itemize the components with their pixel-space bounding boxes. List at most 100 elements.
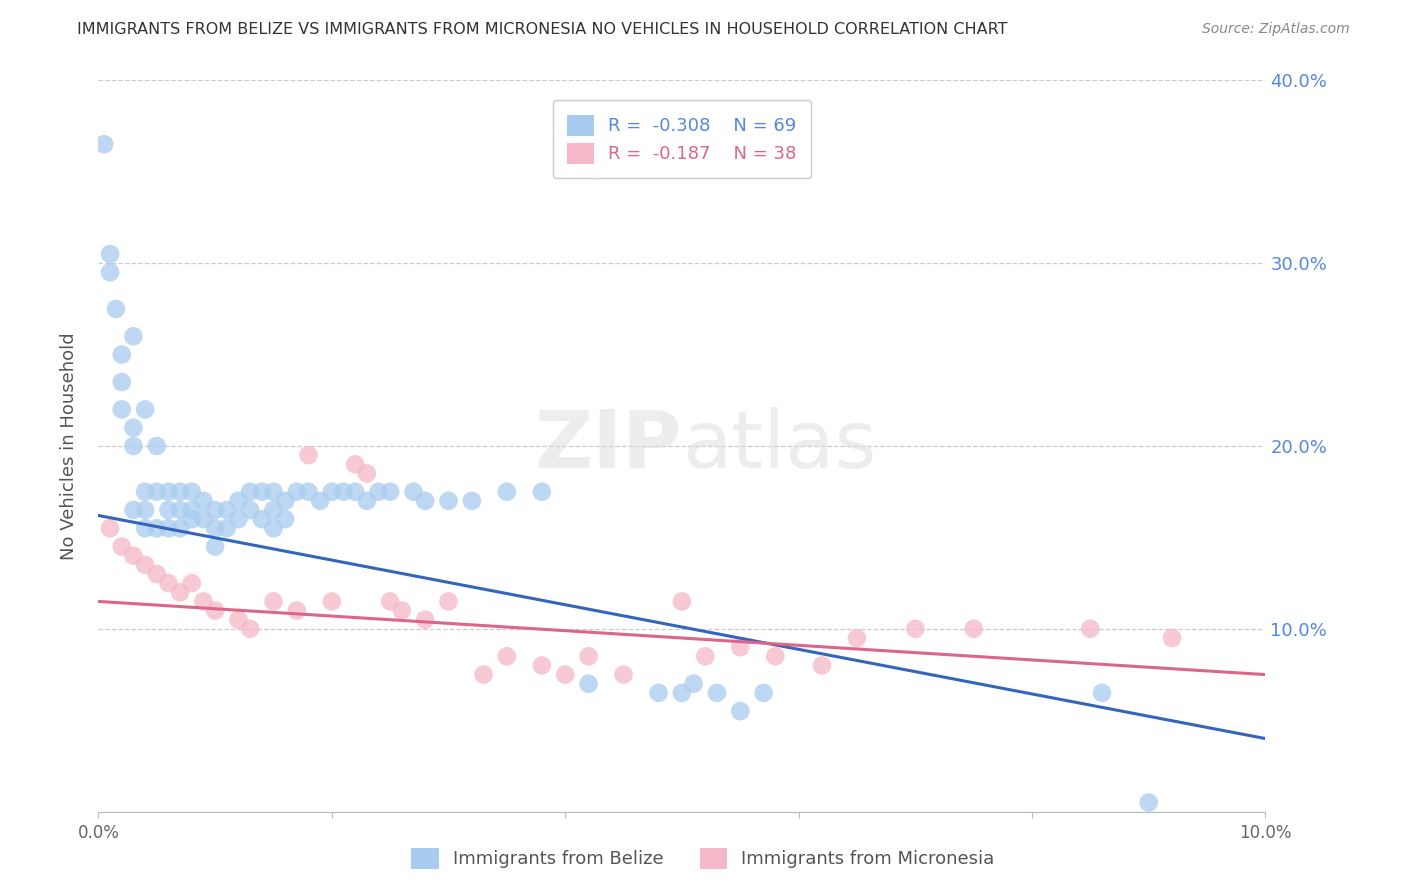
Point xyxy=(134,484,156,499)
Point xyxy=(157,521,180,535)
Point xyxy=(122,329,145,343)
Point xyxy=(962,622,984,636)
Point xyxy=(134,402,156,417)
Point xyxy=(671,594,693,608)
Point xyxy=(111,375,134,389)
Point xyxy=(157,484,180,499)
Point xyxy=(262,521,284,535)
Point xyxy=(104,301,127,316)
Point xyxy=(682,676,704,690)
Point xyxy=(169,521,191,535)
Point xyxy=(169,585,191,599)
Point xyxy=(193,494,215,508)
Point xyxy=(461,494,484,508)
Point xyxy=(122,439,145,453)
Text: ZIP: ZIP xyxy=(534,407,682,485)
Point xyxy=(239,622,262,636)
Point xyxy=(730,704,752,718)
Point xyxy=(752,686,775,700)
Point xyxy=(93,137,115,152)
Y-axis label: No Vehicles in Household: No Vehicles in Household xyxy=(59,332,77,560)
Point xyxy=(169,484,191,499)
Point xyxy=(239,484,262,499)
Point xyxy=(98,265,121,279)
Point xyxy=(413,494,436,508)
Point xyxy=(134,503,156,517)
Point xyxy=(356,467,378,481)
Point xyxy=(204,521,226,535)
Point xyxy=(122,421,145,435)
Point xyxy=(193,594,215,608)
Point xyxy=(321,484,343,499)
Point xyxy=(262,503,284,517)
Point xyxy=(530,658,553,673)
Point xyxy=(146,439,169,453)
Point xyxy=(367,484,389,499)
Legend: Immigrants from Belize, Immigrants from Micronesia: Immigrants from Belize, Immigrants from … xyxy=(405,840,1001,876)
Point xyxy=(122,503,145,517)
Point xyxy=(204,603,226,617)
Point xyxy=(180,503,202,517)
Point xyxy=(413,613,436,627)
Point xyxy=(380,484,402,499)
Text: Source: ZipAtlas.com: Source: ZipAtlas.com xyxy=(1202,22,1350,37)
Point xyxy=(356,494,378,508)
Point xyxy=(578,649,600,664)
Point xyxy=(285,603,308,617)
Point xyxy=(437,594,460,608)
Point xyxy=(180,576,202,591)
Point xyxy=(846,631,869,645)
Point xyxy=(228,512,250,526)
Point xyxy=(437,494,460,508)
Point xyxy=(122,549,145,563)
Point xyxy=(321,594,343,608)
Point xyxy=(811,658,834,673)
Point xyxy=(250,484,273,499)
Point xyxy=(111,347,134,362)
Point xyxy=(578,676,600,690)
Point xyxy=(1137,796,1160,810)
Text: atlas: atlas xyxy=(682,407,876,485)
Point xyxy=(111,402,134,417)
Point xyxy=(671,686,693,700)
Point xyxy=(612,667,634,681)
Point xyxy=(98,521,121,535)
Point xyxy=(297,484,319,499)
Point xyxy=(1091,686,1114,700)
Point xyxy=(215,521,238,535)
Point xyxy=(111,540,134,554)
Point xyxy=(309,494,332,508)
Point xyxy=(402,484,425,499)
Point xyxy=(262,484,284,499)
Point xyxy=(391,603,413,617)
Point xyxy=(472,667,495,681)
Point xyxy=(380,594,402,608)
Point xyxy=(496,649,519,664)
Point xyxy=(647,686,669,700)
Point xyxy=(344,457,367,471)
Point xyxy=(204,540,226,554)
Point xyxy=(344,484,367,499)
Point xyxy=(204,503,226,517)
Point xyxy=(250,512,273,526)
Point xyxy=(215,503,238,517)
Point xyxy=(134,521,156,535)
Text: IMMIGRANTS FROM BELIZE VS IMMIGRANTS FROM MICRONESIA NO VEHICLES IN HOUSEHOLD CO: IMMIGRANTS FROM BELIZE VS IMMIGRANTS FRO… xyxy=(77,22,1008,37)
Point xyxy=(297,448,319,462)
Point xyxy=(1080,622,1102,636)
Point xyxy=(228,613,250,627)
Point xyxy=(274,512,297,526)
Point xyxy=(262,594,284,608)
Point xyxy=(274,494,297,508)
Point xyxy=(146,521,169,535)
Point xyxy=(1161,631,1184,645)
Point xyxy=(180,512,202,526)
Point xyxy=(530,484,553,499)
Point xyxy=(146,484,169,499)
Point xyxy=(98,247,121,261)
Point xyxy=(134,558,156,572)
Point xyxy=(239,503,262,517)
Point xyxy=(554,667,576,681)
Point xyxy=(332,484,354,499)
Point xyxy=(146,567,169,582)
